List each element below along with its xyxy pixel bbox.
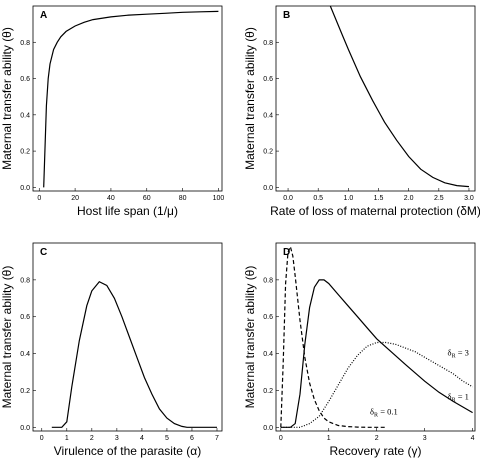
series-line-r3 [280,341,473,428]
y-tick-label: 0.2 [20,388,30,395]
y-axis-label: Maternal transfer ability (θ) [243,266,257,409]
y-tick-label: 0.2 [263,149,273,156]
x-tick-label: 7 [215,435,219,442]
x-tick-label: 1 [65,435,69,442]
x-tick-label: 4 [140,435,144,442]
plot-frame [32,5,223,192]
y-tick-label: 0.4 [263,112,273,119]
x-tick-label: 1.5 [374,195,384,202]
x-tick-label: 2.5 [434,195,444,202]
x-tick-label: 0.0 [283,195,293,202]
y-tick-label: 0.0 [20,425,30,432]
x-axis-label: Recovery rate (γ) [329,444,421,458]
plot-frame [275,242,476,432]
x-tick-label: 3 [423,435,427,442]
panel-c: C 0.0 0.2 0.4 0.6 0.8 0 1 2 3 4 5 6 7 Virulence of the… [0,242,223,458]
y-axis-label: Maternal transfer ability (θ) [0,27,14,170]
x-tick-label: 1 [327,435,331,442]
x-tick-label: 80 [179,195,187,202]
y-tick-label: 0.4 [263,351,273,358]
series-annotation: δR = 0.1 [370,406,398,418]
x-tick-label: 0.5 [313,195,323,202]
series-annotation: δR = 1 [448,392,469,404]
y-tick-label: 0.0 [20,185,30,192]
x-tick-label: 40 [107,195,115,202]
y-tick-label: 0.8 [20,277,30,284]
panel-label: A [40,10,47,21]
x-axis-label: Rate of loss of maternal protection (δM) [270,204,480,218]
series-line [51,280,217,428]
x-tick-label: 0 [37,195,41,202]
y-tick-label: 0.6 [263,76,273,83]
y-tick-label: 0.2 [263,388,273,395]
x-tick-label: 20 [71,195,79,202]
y-axis-label: Maternal transfer ability (θ) [243,27,257,170]
x-tick-label: 5 [165,435,169,442]
panel-d: D 0.0 0.2 0.4 0.6 0.8 0 1 2 3 4 Recovery rate (γ) Ma… [243,242,476,458]
y-axis-label: Maternal transfer ability (θ) [0,266,14,409]
y-tick-label: 0.4 [20,112,30,119]
x-tick-label: 2 [375,435,379,442]
x-tick-label: 100 [213,195,225,202]
x-tick-label: 4 [471,435,475,442]
x-tick-label: 3 [115,435,119,442]
y-tick-label: 0.6 [20,314,30,321]
series-line [329,5,470,188]
y-tick-label: 0.4 [20,351,30,358]
panel-label: D [283,247,290,258]
panel-label: B [283,10,290,21]
x-axis-label: Virulence of the parasite (α) [54,444,201,458]
series-line [43,10,219,188]
panel-a: A 0.0 0.2 0.4 0.6 0.8 0 20 40 60 80 100 Host life sp… [0,5,225,218]
x-tick-label: 2.0 [404,195,414,202]
y-tick-label: 0.2 [20,149,30,156]
y-tick-label: 0.8 [20,40,30,47]
y-tick-label: 0.6 [20,76,30,83]
series-line-r1 [280,279,473,428]
y-tick-label: 0.0 [263,185,273,192]
panel-label: C [40,247,47,258]
x-tick-label: 3.0 [464,195,474,202]
y-tick-label: 0.8 [263,40,273,47]
y-tick-label: 0.8 [263,277,273,284]
x-tick-label: 1.0 [343,195,353,202]
plot-frame [32,242,223,432]
x-tick-label: 2 [90,435,94,442]
y-tick-label: 0.0 [263,425,273,432]
x-tick-label: 6 [190,435,194,442]
x-tick-label: 0 [40,435,44,442]
series-annotation: δR = 3 [448,347,469,359]
y-tick-label: 0.6 [263,314,273,321]
plot-frame [275,5,476,192]
x-tick-label: 60 [143,195,151,202]
panel-b: B 0.0 0.2 0.4 0.6 0.8 0.0 0.5 1.0 1.5 2.0 2.5 3.0 Rat… [243,5,480,218]
series-line-r0.1 [280,244,387,428]
x-axis-label: Host life span (1/μ) [77,204,178,218]
x-tick-label: 0 [279,435,283,442]
